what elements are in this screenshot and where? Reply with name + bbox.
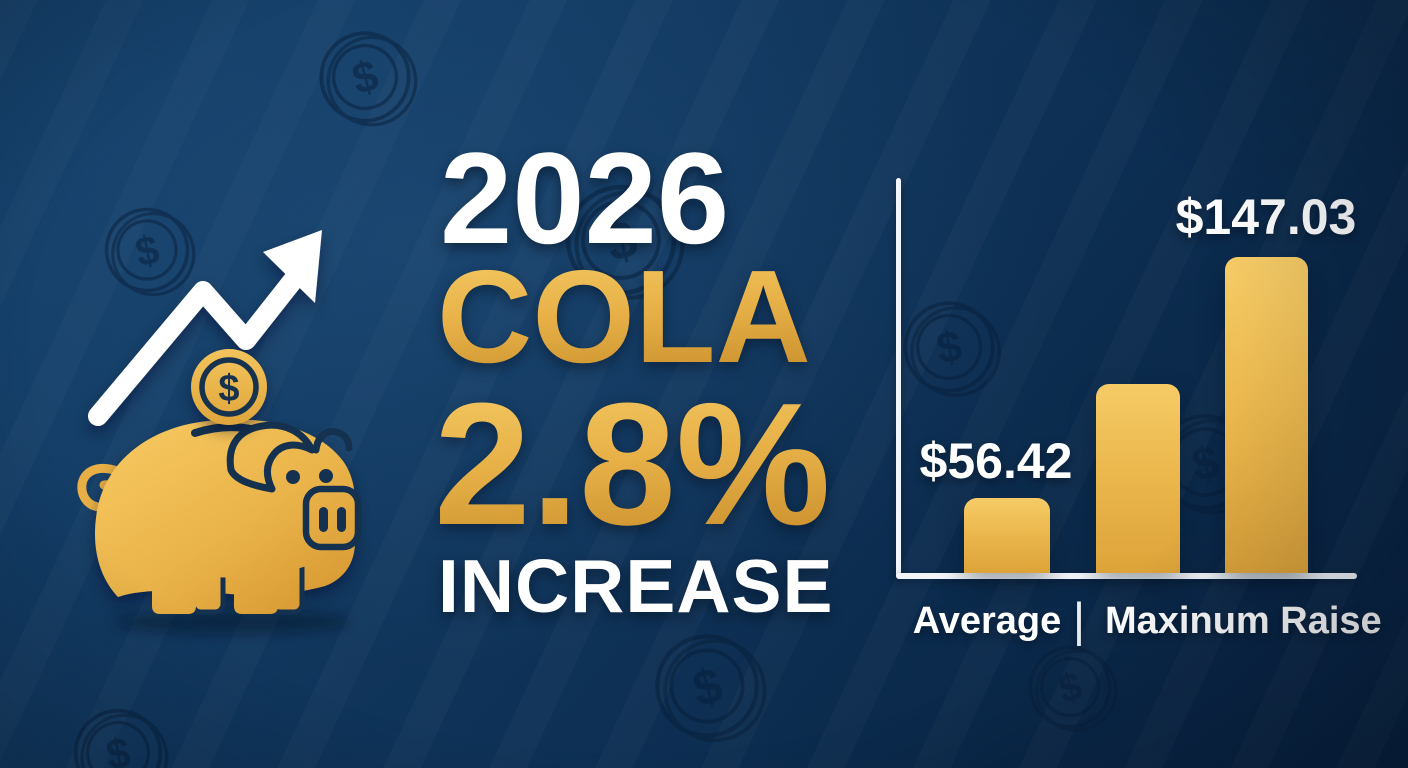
pig-near-leg	[234, 566, 278, 614]
headline-program: COLA	[437, 251, 811, 383]
x-label-average: Average	[887, 602, 1087, 640]
bar-middle	[1096, 384, 1180, 573]
piggy-bank-icon: $	[77, 349, 362, 634]
pig-ear	[226, 421, 316, 493]
pig-nostril	[319, 507, 328, 532]
value-label-average: $56.42	[896, 436, 1096, 486]
pig-snout	[302, 485, 362, 551]
headline-percent: 2.8%	[434, 377, 831, 551]
pig-belly	[140, 540, 330, 578]
upward-trend-arrow-icon	[88, 230, 322, 426]
x-label-divider: |	[1064, 596, 1094, 643]
headline-year: 2026	[440, 133, 729, 263]
bar-maximum	[1225, 257, 1308, 573]
headline-increase: INCREASE	[438, 549, 834, 624]
dollar-coin-icon: $	[191, 349, 267, 425]
piggy-bank-shadow	[114, 610, 350, 634]
chart-y-axis	[896, 178, 901, 578]
pig-eye	[319, 469, 333, 483]
pig-eye	[286, 470, 300, 484]
pig-far-ear	[312, 428, 353, 454]
bar-average	[964, 498, 1050, 573]
pig-nostril	[337, 507, 346, 532]
chart-x-axis	[896, 573, 1357, 579]
coin-dollar-glyph: $	[218, 368, 239, 410]
pig-near-leg	[152, 566, 196, 614]
x-label-maximum-raise: Maxinum Raise	[1105, 602, 1382, 640]
value-label-maximum: $147.03	[1166, 192, 1366, 242]
